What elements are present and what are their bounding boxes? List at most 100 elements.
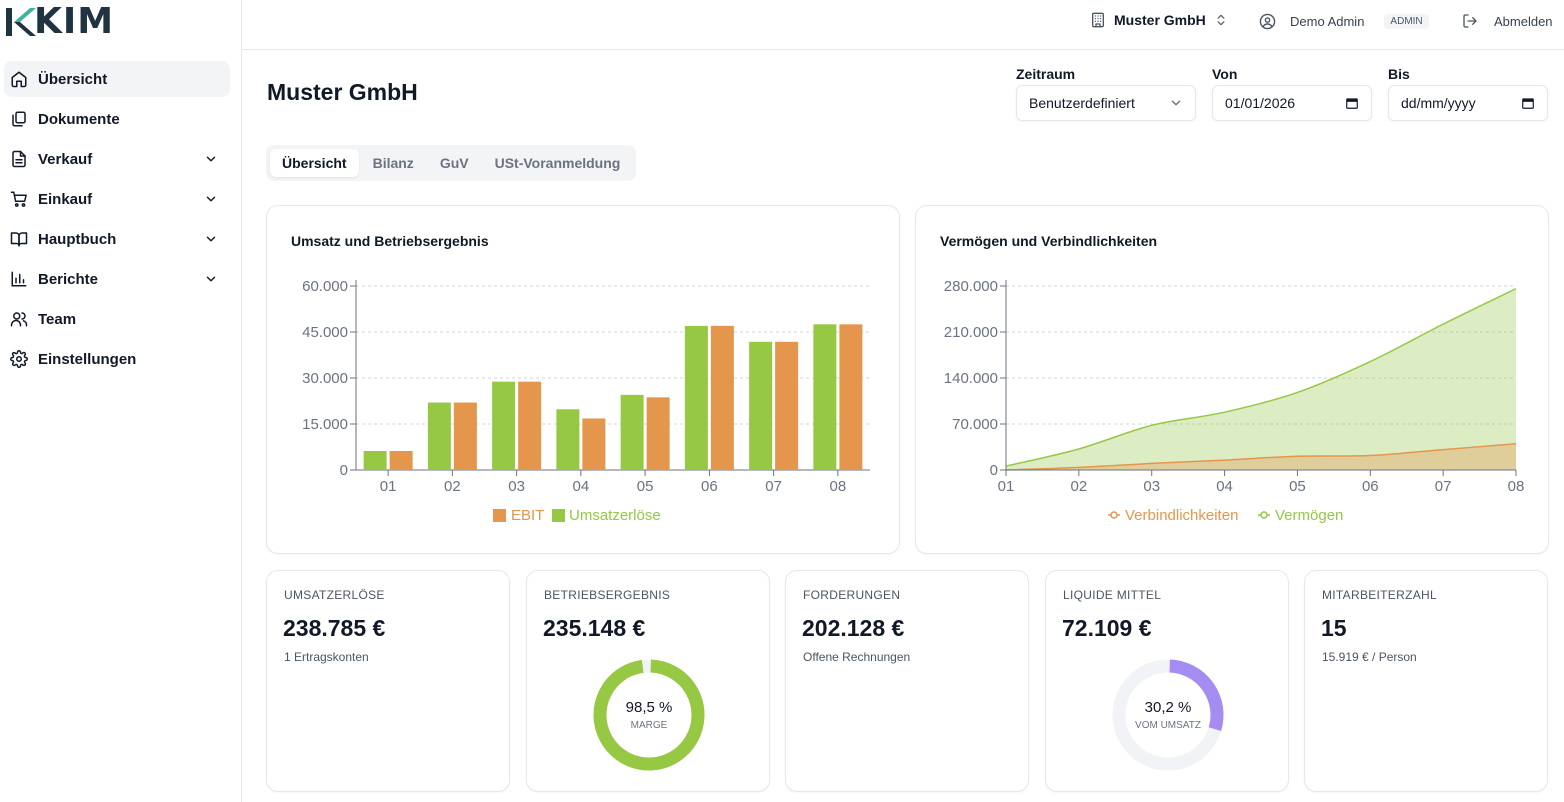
- x-tick-label: 01: [998, 478, 1015, 495]
- user-menu[interactable]: Demo Admin ADMIN: [1259, 13, 1429, 30]
- x-tick-label: 04: [1216, 478, 1233, 495]
- bar-ebit: [839, 324, 863, 470]
- donut-caption: VOM UMSATZ: [1135, 720, 1201, 731]
- sidebar-nav: Übersicht Dokumente Verkauf Einkauf: [0, 61, 242, 381]
- assets-chart-card: Vermögen und Verbindlichkeiten 0 70.000 14…: [915, 205, 1549, 554]
- sidebar-item-team[interactable]: Team: [4, 301, 230, 337]
- liquidity-donut-chart: [1112, 659, 1224, 771]
- donut-label: 30,2 % VOM UMSATZ: [1108, 699, 1228, 731]
- users-icon: [10, 310, 28, 328]
- user-name: Demo Admin: [1290, 14, 1365, 29]
- view-tabs: Übersicht Bilanz GuV USt-Voranmeldung: [266, 145, 637, 181]
- x-tick-label: 01: [380, 478, 397, 495]
- sidebar-item-berichte[interactable]: Berichte: [4, 261, 230, 297]
- sidebar: KIM Übersicht Dokumente Verkauf Ein: [0, 0, 242, 802]
- legend-label-umsatzerloese: Umsatzerlöse: [569, 507, 661, 524]
- legend-swatch-umsatzerloese: [552, 509, 565, 522]
- sidebar-item-label: Übersicht: [38, 70, 108, 88]
- bar-umsatzerloese: [363, 450, 387, 470]
- y-tick-label: 30.000: [302, 370, 348, 387]
- y-tick-label: 280.000: [944, 278, 998, 295]
- y-tick-label: 60.000: [302, 278, 348, 295]
- area-verbindlichkeiten: [1006, 443, 1516, 470]
- revenue-bar-chart: 0 15.000 30.000 45.000 60.000 01 02 03 04 05 06 07 0…: [302, 278, 870, 524]
- sidebar-item-verkauf[interactable]: Verkauf: [4, 141, 230, 177]
- margin-donut-chart: [593, 659, 705, 771]
- zeitraum-label: Zeitraum: [1016, 66, 1076, 82]
- kpi-label: MITARBEITERZAHL: [1322, 588, 1437, 602]
- revenue-chart-card: Umsatz und Betriebsergebnis 0 15.000 30.00…: [266, 205, 900, 554]
- bar-umsatzerloese: [813, 324, 837, 470]
- y-tick-label: 45.000: [302, 324, 348, 341]
- bar-umsatzerloese: [749, 341, 773, 470]
- chevron-down-icon[interactable]: [204, 272, 218, 286]
- x-tick-label: 06: [701, 478, 718, 495]
- bis-date-input[interactable]: dd/mm/yyyy: [1388, 85, 1548, 121]
- kpi-card-umsatzerloese: UMSATZERLÖSE 238.785 € 1 Ertragskonten: [266, 570, 510, 792]
- sidebar-item-label: Berichte: [38, 270, 99, 288]
- sidebar-item-label: Team: [38, 310, 77, 328]
- x-tick-label: 08: [830, 478, 847, 495]
- x-tick-label: 07: [765, 478, 782, 495]
- legend-label-vermoegen: Vermögen: [1275, 507, 1343, 524]
- donut-caption: MARGE: [630, 720, 668, 731]
- tab-ust-voranmeldung[interactable]: USt-Voranmeldung: [494, 155, 621, 171]
- role-badge: ADMIN: [1384, 14, 1429, 29]
- donut-percentage: 98,5 %: [625, 699, 673, 716]
- line-verbindlichkeiten: [1005, 442, 1517, 471]
- donut-arc: [1169, 659, 1224, 731]
- chevron-down-icon[interactable]: [204, 152, 218, 166]
- sidebar-item-hauptbuch[interactable]: Hauptbuch: [4, 221, 230, 257]
- sidebar-item-einstellungen[interactable]: Einstellungen: [4, 341, 230, 377]
- x-tick-label: 05: [637, 478, 654, 495]
- calendar-icon[interactable]: [1521, 96, 1535, 110]
- home-icon: [10, 70, 28, 88]
- company-switcher[interactable]: Muster GmbH: [1090, 12, 1228, 28]
- book-icon: [10, 230, 28, 248]
- von-label: Von: [1212, 66, 1238, 82]
- y-tick-label: 210.000: [944, 324, 998, 341]
- kpi-subtext: 1 Ertragskonten: [284, 650, 369, 664]
- user-circle-icon: [1259, 13, 1276, 30]
- app-logo[interactable]: KIM: [4, 4, 114, 40]
- chevron-down-icon[interactable]: [204, 232, 218, 246]
- kpi-value: 238.785 €: [283, 615, 386, 641]
- y-tick-label: 0: [990, 462, 998, 479]
- bar-ebit: [710, 325, 734, 470]
- sidebar-item-einkauf[interactable]: Einkauf: [4, 181, 230, 217]
- assets-area-chart: 0 70.000 140.000 210.000 280.000 01 02 03 04 05 06…: [944, 278, 1525, 524]
- kpi-subtext: 15.919 € / Person: [1322, 650, 1417, 664]
- kpi-label: BETRIEBSERGEBNIS: [544, 588, 671, 602]
- tab-uebersicht[interactable]: Übersicht: [270, 149, 359, 177]
- bis-label: Bis: [1388, 66, 1410, 82]
- calendar-icon[interactable]: [1345, 96, 1359, 110]
- chart-title: Umsatz und Betriebsergebnis: [291, 233, 489, 249]
- y-tick-label: 140.000: [944, 370, 998, 387]
- sidebar-item-dokumente[interactable]: Dokumente: [4, 101, 230, 137]
- legend-label-ebit: EBIT: [511, 507, 544, 524]
- tab-guv[interactable]: GuV: [439, 155, 469, 171]
- top-bar: Muster GmbH Demo Admin ADMIN Abmelden: [242, 0, 1564, 50]
- zeitraum-select[interactable]: Benutzerdefiniert: [1016, 85, 1196, 121]
- chevron-down-icon[interactable]: [204, 192, 218, 206]
- legend-marker-verbindlichkeiten: [1110, 511, 1118, 519]
- von-date-input[interactable]: 01/01/2026: [1212, 85, 1372, 121]
- x-tick-label: 03: [508, 478, 525, 495]
- x-tick-label: 03: [1143, 478, 1160, 495]
- chevrons-up-down-icon: [1217, 14, 1225, 26]
- logout-button[interactable]: Abmelden: [1462, 13, 1553, 29]
- chevron-down-icon: [1171, 100, 1181, 106]
- tab-bilanz[interactable]: Bilanz: [372, 155, 414, 171]
- y-tick-label: 70.000: [952, 416, 998, 433]
- donut-label: 98,5 % MARGE: [589, 699, 709, 731]
- sidebar-item-label: Verkauf: [38, 150, 93, 168]
- sidebar-item-label: Einstellungen: [38, 350, 137, 368]
- von-value: 01/01/2026: [1225, 95, 1296, 111]
- legend-swatch-ebit: [493, 509, 506, 522]
- kpi-card-liquide-mittel: LIQUIDE MITTEL 72.109 € 30,2 % VOM UMSAT…: [1045, 570, 1289, 792]
- kpi-value: 72.109 €: [1062, 615, 1152, 641]
- logout-icon: [1463, 14, 1477, 28]
- sidebar-item-uebersicht[interactable]: Übersicht: [4, 61, 230, 97]
- legend-label-verbindlichkeiten: Verbindlichkeiten: [1125, 507, 1238, 524]
- bar-umsatzerloese: [492, 381, 516, 470]
